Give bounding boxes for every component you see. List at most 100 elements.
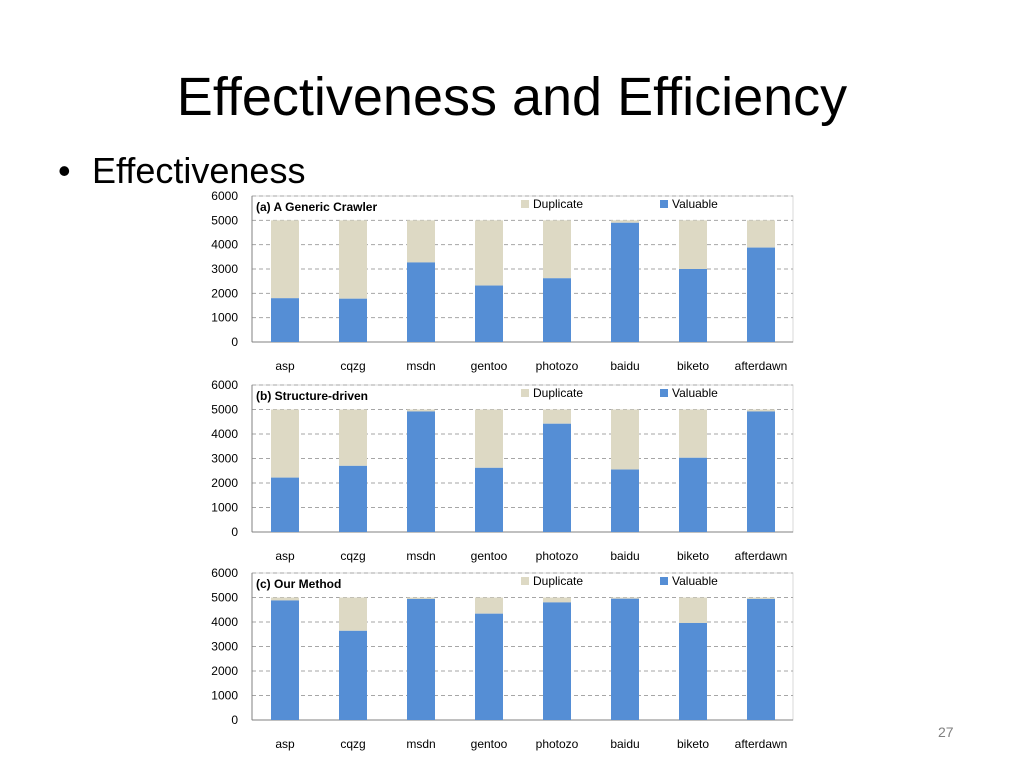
y-tick-label: 0 xyxy=(231,713,238,727)
bar-valuable-biketo xyxy=(679,457,707,532)
bar-duplicate-afterdawn xyxy=(747,409,775,412)
y-tick-label: 1000 xyxy=(211,689,238,703)
x-tick-label-asp: asp xyxy=(275,737,295,751)
y-tick-label: 3000 xyxy=(211,640,238,654)
bar-duplicate-biketo xyxy=(679,220,707,269)
x-tick-label-cqzg: cqzg xyxy=(340,549,365,563)
bar-valuable-photozo xyxy=(543,602,571,720)
x-tick-label-msdn: msdn xyxy=(406,359,435,373)
x-tick-label-baidu: baidu xyxy=(610,737,639,751)
y-tick-label: 1000 xyxy=(211,311,238,325)
y-tick-label: 6000 xyxy=(211,189,238,203)
bar-duplicate-gentoo xyxy=(475,409,503,468)
x-tick-label-asp: asp xyxy=(275,359,295,373)
bar-valuable-gentoo xyxy=(475,613,503,720)
x-tick-label-photozo: photozo xyxy=(536,737,579,751)
y-tick-label: 3000 xyxy=(211,262,238,276)
plot-area xyxy=(251,195,794,343)
bar-valuable-afterdawn xyxy=(747,411,775,532)
x-tick-label-cqzg: cqzg xyxy=(340,359,365,373)
bar-duplicate-cqzg xyxy=(339,220,367,299)
bullet-item: • Effectiveness xyxy=(58,148,305,194)
legend-swatch-valuable xyxy=(660,389,668,397)
bar-valuable-cqzg xyxy=(339,465,367,532)
bar-valuable-msdn xyxy=(407,262,435,342)
bar-valuable-cqzg xyxy=(339,630,367,720)
x-tick-label-afterdawn: afterdawn xyxy=(735,359,788,373)
x-tick-label-asp: asp xyxy=(275,549,295,563)
x-tick-label-afterdawn: afterdawn xyxy=(735,549,788,563)
bar-duplicate-biketo xyxy=(679,597,707,623)
y-tick-label: 0 xyxy=(231,335,238,349)
legend-swatch-valuable xyxy=(660,200,668,208)
bar-duplicate-biketo xyxy=(679,409,707,458)
bar-valuable-gentoo xyxy=(475,467,503,532)
bar-duplicate-asp xyxy=(271,409,299,478)
legend-swatch-duplicate xyxy=(521,389,529,397)
y-tick-label: 4000 xyxy=(211,615,238,629)
y-tick-label: 0 xyxy=(231,525,238,539)
chart-title: (a) A Generic Crawler xyxy=(256,200,377,214)
bullet-dot-icon: • xyxy=(58,150,71,191)
y-tick-label: 4000 xyxy=(211,238,238,252)
bar-valuable-asp xyxy=(271,298,299,342)
bar-duplicate-afterdawn xyxy=(747,220,775,248)
y-tick-label: 6000 xyxy=(211,566,238,580)
y-tick-label: 2000 xyxy=(211,286,238,300)
bar-valuable-afterdawn xyxy=(747,598,775,720)
bar-duplicate-baidu xyxy=(611,409,639,470)
bar-valuable-photozo xyxy=(543,423,571,532)
y-tick-label: 5000 xyxy=(211,403,238,417)
bar-duplicate-baidu xyxy=(611,597,639,599)
y-tick-label: 5000 xyxy=(211,591,238,605)
bar-valuable-asp xyxy=(271,477,299,532)
x-tick-label-gentoo: gentoo xyxy=(471,549,508,563)
legend-label-duplicate: Duplicate xyxy=(533,197,583,211)
bar-duplicate-msdn xyxy=(407,597,435,599)
bar-valuable-biketo xyxy=(679,622,707,720)
x-tick-label-photozo: photozo xyxy=(536,359,579,373)
bullet-text: Effectiveness xyxy=(92,150,306,191)
bar-duplicate-baidu xyxy=(611,220,639,223)
bar-duplicate-asp xyxy=(271,597,299,601)
bar-valuable-msdn xyxy=(407,598,435,720)
x-tick-label-baidu: baidu xyxy=(610,549,639,563)
bar-duplicate-photozo xyxy=(543,597,571,603)
bar-valuable-afterdawn xyxy=(747,247,775,342)
x-tick-label-baidu: baidu xyxy=(610,359,639,373)
bar-duplicate-asp xyxy=(271,220,299,299)
y-tick-label: 3000 xyxy=(211,452,238,466)
plot-area xyxy=(251,572,794,721)
page-number: 27 xyxy=(938,724,954,740)
chart-panel-3: 0 1000 2000 3000 4000 5000 6000 asp cqzg msdn gent… xyxy=(211,566,794,751)
bar-valuable-gentoo xyxy=(475,285,503,342)
bar-duplicate-gentoo xyxy=(475,597,503,614)
legend-label-duplicate: Duplicate xyxy=(533,574,583,588)
bar-valuable-cqzg xyxy=(339,298,367,342)
x-tick-label-cqzg: cqzg xyxy=(340,737,365,751)
bar-duplicate-photozo xyxy=(543,409,571,424)
chart-panel-1: 0 1000 2000 3000 4000 5000 6000 asp cqzg msdn gent… xyxy=(211,189,794,373)
y-tick-label: 2000 xyxy=(211,476,238,490)
bar-valuable-msdn xyxy=(407,411,435,532)
legend-label-duplicate: Duplicate xyxy=(533,386,583,400)
x-tick-label-biketo: biketo xyxy=(677,549,709,563)
legend-label-valuable: Valuable xyxy=(672,197,718,211)
x-tick-label-msdn: msdn xyxy=(406,737,435,751)
bar-duplicate-msdn xyxy=(407,409,435,412)
x-tick-label-afterdawn: afterdawn xyxy=(735,737,788,751)
bar-valuable-baidu xyxy=(611,222,639,342)
bar-duplicate-photozo xyxy=(543,220,571,279)
legend-swatch-valuable xyxy=(660,577,668,585)
y-tick-label: 6000 xyxy=(211,378,238,392)
legend-label-valuable: Valuable xyxy=(672,386,718,400)
bar-valuable-asp xyxy=(271,600,299,720)
bar-duplicate-msdn xyxy=(407,220,435,263)
legend-swatch-duplicate xyxy=(521,200,529,208)
legend-swatch-duplicate xyxy=(521,577,529,585)
legend-label-valuable: Valuable xyxy=(672,574,718,588)
x-tick-label-gentoo: gentoo xyxy=(471,737,508,751)
x-tick-label-msdn: msdn xyxy=(406,549,435,563)
y-tick-label: 5000 xyxy=(211,213,238,227)
y-tick-label: 4000 xyxy=(211,427,238,441)
